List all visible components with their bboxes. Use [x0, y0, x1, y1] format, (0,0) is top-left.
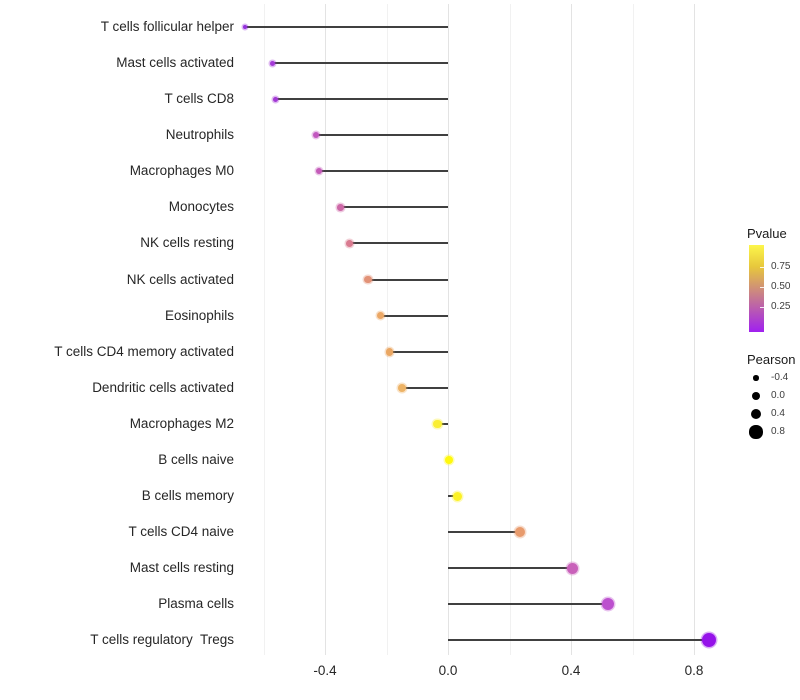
- y-axis-label: Mast cells activated: [116, 55, 234, 71]
- lollipop-stem: [448, 603, 608, 606]
- y-axis-label: NK cells activated: [126, 271, 234, 287]
- pvalue-tick-label: 0.50: [771, 281, 791, 292]
- lollipop-point: [702, 633, 717, 648]
- gridline-minor: [386, 4, 388, 655]
- gridline-minor: [632, 4, 634, 655]
- y-axis-label: T cells CD8: [164, 91, 234, 107]
- y-axis-label: T cells follicular helper: [100, 19, 234, 34]
- lollipop-stem: [272, 62, 448, 65]
- lollipop-stem: [437, 422, 448, 425]
- lollipop-point: [385, 347, 394, 356]
- lollipop-point: [566, 562, 579, 574]
- lollipop-point: [242, 24, 248, 30]
- x-axis-tick-label: 0.8: [684, 663, 704, 678]
- pvalue-tick-label: 0.75: [771, 261, 791, 272]
- lollipop-point: [452, 491, 462, 501]
- lollipop-stem: [448, 495, 458, 498]
- x-axis-tick-label: -0.4: [313, 663, 337, 678]
- x-axis-tick-label: 0.0: [438, 663, 458, 678]
- lollipop-stem: [448, 531, 521, 534]
- y-axis-label: Mast cells resting: [129, 560, 234, 576]
- lollipop-point: [601, 598, 614, 611]
- lollipop-stem: [318, 170, 448, 173]
- lollipop-stem: [401, 386, 448, 389]
- pearson-size-swatch: [749, 425, 763, 439]
- y-axis-label: Plasma cells: [158, 596, 234, 612]
- y-axis-label: Neutrophils: [165, 127, 234, 143]
- lollipop-point: [364, 275, 372, 284]
- lollipop-stem: [315, 134, 448, 137]
- lollipop-point: [397, 383, 406, 392]
- pearson-size-label: 0.4: [771, 408, 785, 419]
- lollipop-point: [346, 240, 353, 247]
- lollipop-point: [376, 311, 385, 320]
- lollipop-stem: [448, 639, 710, 642]
- lollipop-point: [315, 168, 322, 175]
- x-axis-tick-label: 0.4: [561, 663, 581, 678]
- pvalue-tick: [760, 287, 764, 288]
- pvalue-tick: [760, 267, 764, 268]
- y-axis-label: Macrophages M0: [129, 163, 234, 179]
- y-axis-label: B cells memory: [141, 488, 234, 504]
- lollipop-stem: [368, 278, 448, 281]
- lollipop-stem: [245, 26, 448, 28]
- pearson-size-label: 0.0: [771, 390, 785, 401]
- lollipop-stem: [340, 206, 448, 209]
- lollipop-point: [444, 455, 454, 465]
- y-axis-label: Monocytes: [168, 199, 234, 215]
- lollipop-stem: [380, 314, 448, 317]
- lollipop-point: [515, 526, 526, 538]
- y-axis-label: Eosinophils: [164, 307, 234, 323]
- y-axis-label: Dendritic cells activated: [92, 379, 234, 395]
- lollipop-point: [312, 132, 319, 139]
- y-axis-label: Macrophages M2: [129, 415, 234, 431]
- gridline-major: [694, 4, 695, 655]
- pearson-size-label: 0.8: [771, 426, 785, 437]
- y-axis-label: B cells naive: [158, 451, 234, 467]
- lollipop-stem: [448, 567, 573, 570]
- y-axis-label: T cells regulatory Tregs: [90, 632, 234, 648]
- lollipop-stem: [349, 242, 448, 245]
- pvalue-legend-title: Pvalue: [747, 226, 787, 241]
- lollipop-point: [337, 204, 344, 211]
- gridline-minor: [263, 4, 265, 655]
- pvalue-gradient-bar: [749, 245, 764, 332]
- gridline-major: [448, 4, 449, 655]
- pearson-size-label: -0.4: [771, 372, 789, 383]
- lollipop-point: [273, 96, 279, 102]
- pearson-size-swatch: [753, 375, 759, 381]
- pearson-size-swatch: [750, 408, 762, 420]
- lollipop-point: [432, 419, 442, 429]
- gridline-major: [571, 4, 572, 655]
- y-axis-label: NK cells resting: [140, 235, 234, 251]
- lollipop-stem: [275, 98, 448, 101]
- lollipop-stem: [389, 350, 448, 353]
- pvalue-tick: [760, 307, 764, 308]
- gridline-minor: [509, 4, 511, 655]
- pearson-size-swatch: [752, 392, 760, 400]
- y-axis-label: T cells CD4 memory activated: [54, 343, 234, 359]
- gridline-major: [325, 4, 326, 655]
- pvalue-tick-label: 0.25: [771, 301, 791, 312]
- lollipop-point: [270, 60, 276, 66]
- pearson-legend-title: Pearson: [747, 352, 796, 367]
- y-axis-label: T cells CD4 naive: [128, 524, 234, 540]
